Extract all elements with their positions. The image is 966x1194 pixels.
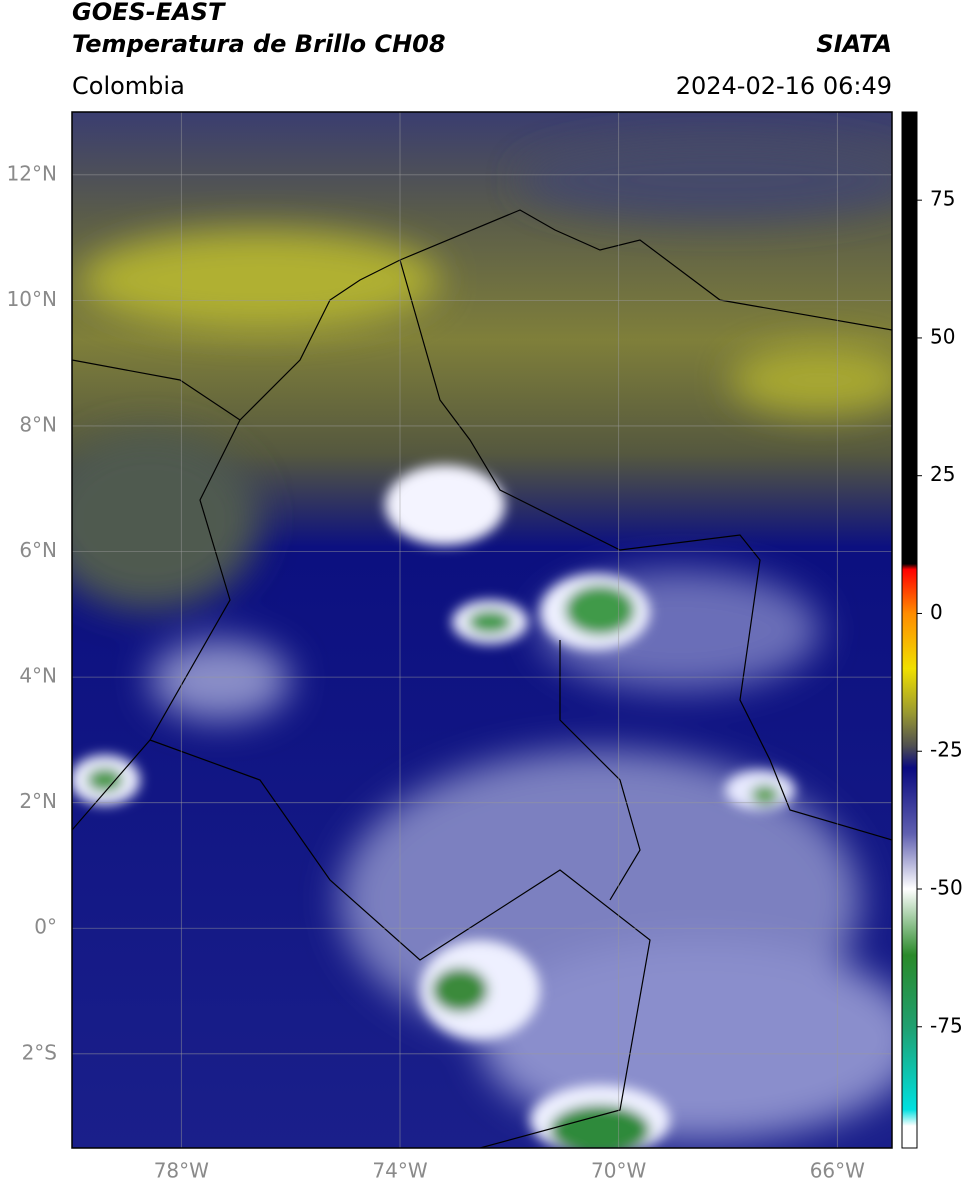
source: SIATA [816,30,892,58]
y-tick-label: 2°N [19,789,57,813]
colorbar-tick-label: 50 [930,324,955,348]
y-tick-label: 8°N [19,412,57,436]
timestamp: 2024-02-16 06:49 [676,72,892,100]
colorbar-tick-label: 75 [930,187,955,211]
x-tick-label: 74°W [372,1159,427,1183]
y-tick-label: 4°N [19,664,57,688]
ticks: 78°W 74°W 70°W 66°W 12°N 10°N 8°N 6°N 4°N 2°N 0° 2°… [7,161,866,1182]
colorbar-tick-label: -50 [930,876,963,900]
colorbar [901,111,918,1149]
x-tick-label: 78°W [154,1159,209,1183]
colorbar-ticks: 75 50 25 0 -25 -50 -75 [917,187,963,1037]
y-tick-label: 2°S [22,1040,57,1064]
grid [72,112,892,1148]
colorbar-tick-label: 0 [930,600,943,624]
x-tick-label: 66°W [810,1159,865,1183]
y-tick-label: 12°N [7,161,57,185]
region: Colombia [72,72,185,100]
map-frame [71,111,893,1149]
colorbar-tick-label: -75 [930,1013,963,1037]
y-tick-label: 6°N [19,538,57,562]
y-tick-label: 0° [34,915,57,939]
y-tick-label: 10°N [7,287,57,311]
x-tick-label: 70°W [591,1159,646,1183]
colorbar-tick-label: -25 [930,738,963,762]
title: GOES-EAST [72,0,226,26]
satellite-image [72,112,892,1148]
colorbar-tick-label: 25 [930,462,955,486]
subtitle: Temperatura de Brillo CH08 [72,30,446,58]
